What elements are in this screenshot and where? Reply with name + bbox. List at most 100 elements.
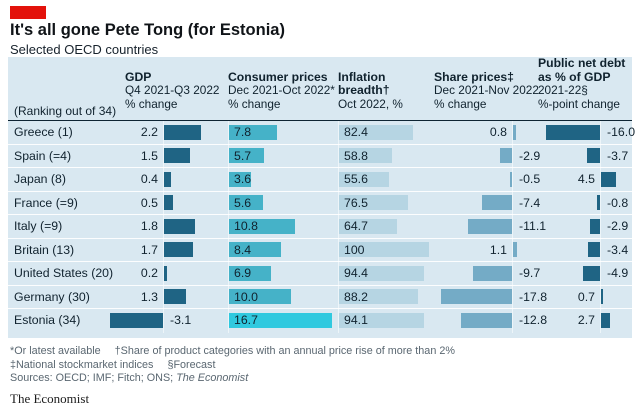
inflation_breadth-bar <box>339 312 424 328</box>
axis-baseline <box>338 121 339 333</box>
column-title: Share prices‡ <box>434 69 514 84</box>
consumer_prices-bar <box>229 265 272 281</box>
inflation_breadth-value: 88.2 <box>344 289 368 304</box>
table-row: Greece (1) 2.2 7.8 82.4 0.8 -16.0 <box>8 121 636 145</box>
public_debt-value: 4.5 <box>577 172 595 186</box>
column-header-consumer-prices: Consumer prices Dec 2021-Oct 2022* % cha… <box>228 69 338 112</box>
table-row: Italy (=9) 1.8 10.8 64.7 -11.1 -2.9 <box>8 215 632 239</box>
column-title: Public net debt as % of GDP <box>538 56 626 84</box>
publisher-signature: The Economist <box>10 391 90 406</box>
share_prices-value: -0.5 <box>519 172 541 186</box>
public_debt-value: -4.9 <box>607 266 629 280</box>
footnote-inflation-breadth: †Share of product categories with an ann… <box>114 345 455 357</box>
share_prices-bar <box>473 265 512 281</box>
share_prices-bar <box>500 148 512 163</box>
public_debt-value: -16.0 <box>607 125 636 139</box>
consumer_prices-value: 16.7 <box>234 313 258 327</box>
consumer_prices-bar <box>229 312 332 328</box>
column-headers: GDP Q4 2021-Q3 2022 % change Consumer pr… <box>8 56 632 121</box>
axis-baseline <box>600 121 601 333</box>
inflation_breadth-bar <box>339 124 414 140</box>
ranking-note: (Ranking out of 34) <box>14 104 117 118</box>
country-label: Britain (13) <box>14 242 75 257</box>
gdp-bar <box>164 289 187 304</box>
consumer_prices-value: 6.9 <box>234 266 252 280</box>
table-row: Japan (8) 0.4 3.6 55.6 -0.5 4.5 <box>8 168 632 192</box>
gdp-value: 0.4 <box>140 172 158 186</box>
country-label: United States (20) <box>14 266 114 280</box>
inflation_breadth-bar <box>339 289 419 304</box>
country-label: Germany (30) <box>14 289 90 304</box>
consumer_prices-value: 10.0 <box>234 289 258 304</box>
footnote-line-1: *Or latest available †Share of product ca… <box>10 345 455 359</box>
inflation_breadth-bar <box>339 265 424 281</box>
column-title: Inflation breadth† <box>338 69 390 97</box>
chart-title: It's all gone Pete Tong (for Estonia) <box>10 21 285 39</box>
chart-panel: GDP Q4 2021-Q3 2022 % change Consumer pr… <box>8 56 636 338</box>
sources-text: Sources: OECD; IMF; Fitch; ONS; <box>10 372 177 384</box>
public_debt-bar <box>583 265 600 281</box>
inflation_breadth-value: 94.1 <box>344 313 368 327</box>
consumer_prices-bar <box>229 148 265 163</box>
consumer_prices-value: 5.6 <box>234 195 252 210</box>
share_prices-value: -11.1 <box>519 219 547 233</box>
public_debt-bar <box>597 195 600 210</box>
footnote-or-latest: *Or latest available <box>10 345 101 357</box>
column-unit: %-point change <box>538 96 620 111</box>
consumer_prices-value: 7.8 <box>234 125 252 139</box>
gdp-bar <box>164 265 168 281</box>
consumer_prices-bar <box>229 171 252 187</box>
consumer_prices-value: 5.7 <box>234 148 252 163</box>
gdp-bar <box>164 171 171 187</box>
country-label: France (=9) <box>14 195 78 210</box>
consumer_prices-value: 10.8 <box>234 219 258 233</box>
footnote-forecast: §Forecast <box>167 358 216 371</box>
column-period: Dec 2021-Oct 2022* <box>228 83 335 97</box>
gdp-bar <box>164 148 190 163</box>
column-header-gdp: GDP Q4 2021-Q3 2022 % change <box>125 69 221 112</box>
consumer_prices-bar <box>229 289 291 304</box>
share_prices-value: -2.9 <box>519 148 541 163</box>
axis-baseline <box>163 121 164 333</box>
public_debt-bar <box>590 218 600 234</box>
public_debt-bar <box>587 148 600 163</box>
public_debt-value: 0.7 <box>577 289 595 304</box>
consumer_prices-bar <box>229 124 277 140</box>
gdp-bar <box>164 124 202 140</box>
column-title: Consumer prices <box>228 69 328 84</box>
inflation_breadth-value: 94.4 <box>344 266 368 280</box>
gdp-bar <box>110 312 163 328</box>
table-row: Germany (30) 1.3 10.0 88.2 -17.8 0.7 <box>8 286 632 309</box>
column-period: Q4 2021-Q3 2022 <box>125 83 220 97</box>
gdp-value: 1.7 <box>140 242 158 257</box>
inflation_breadth-bar <box>339 218 398 234</box>
consumer_prices-bar <box>229 195 264 210</box>
column-header-inflation-breadth: Inflation breadth† Oct 2022, % <box>338 69 416 112</box>
gdp-value: 0.5 <box>140 195 158 210</box>
consumer_prices-bar <box>229 218 296 234</box>
footnote-line-2: ‡National stockmarket indices §Forecast <box>10 359 455 373</box>
gdp-bar <box>164 218 195 234</box>
column-title: GDP <box>125 69 152 84</box>
share_prices-bar <box>440 289 512 304</box>
consumer_prices-value: 3.6 <box>234 172 252 186</box>
gdp-value: 2.2 <box>140 125 158 139</box>
public_debt-value: 2.7 <box>577 313 595 327</box>
inflation_breadth-value: 58.8 <box>344 148 368 163</box>
table-row: Estonia (34) -3.1 16.7 94.1 -12.8 2.7 <box>8 309 632 333</box>
public_debt-bar <box>601 171 617 187</box>
public_debt-value: -0.8 <box>607 195 629 210</box>
country-label: Spain (=4) <box>14 148 72 163</box>
column-unit: % change <box>228 96 281 111</box>
country-label: Greece (1) <box>14 125 73 139</box>
gdp-value: 1.8 <box>140 219 158 233</box>
gdp-value: -3.1 <box>170 313 192 327</box>
gdp-value: 1.3 <box>140 289 158 304</box>
country-label: Estonia (34) <box>14 313 81 327</box>
public_debt-bar <box>545 124 600 140</box>
gdp-bar <box>164 242 193 257</box>
economist-red-tab <box>10 6 46 19</box>
country-label: Italy (=9) <box>14 219 63 233</box>
column-period: 2021-22§ <box>538 83 588 97</box>
